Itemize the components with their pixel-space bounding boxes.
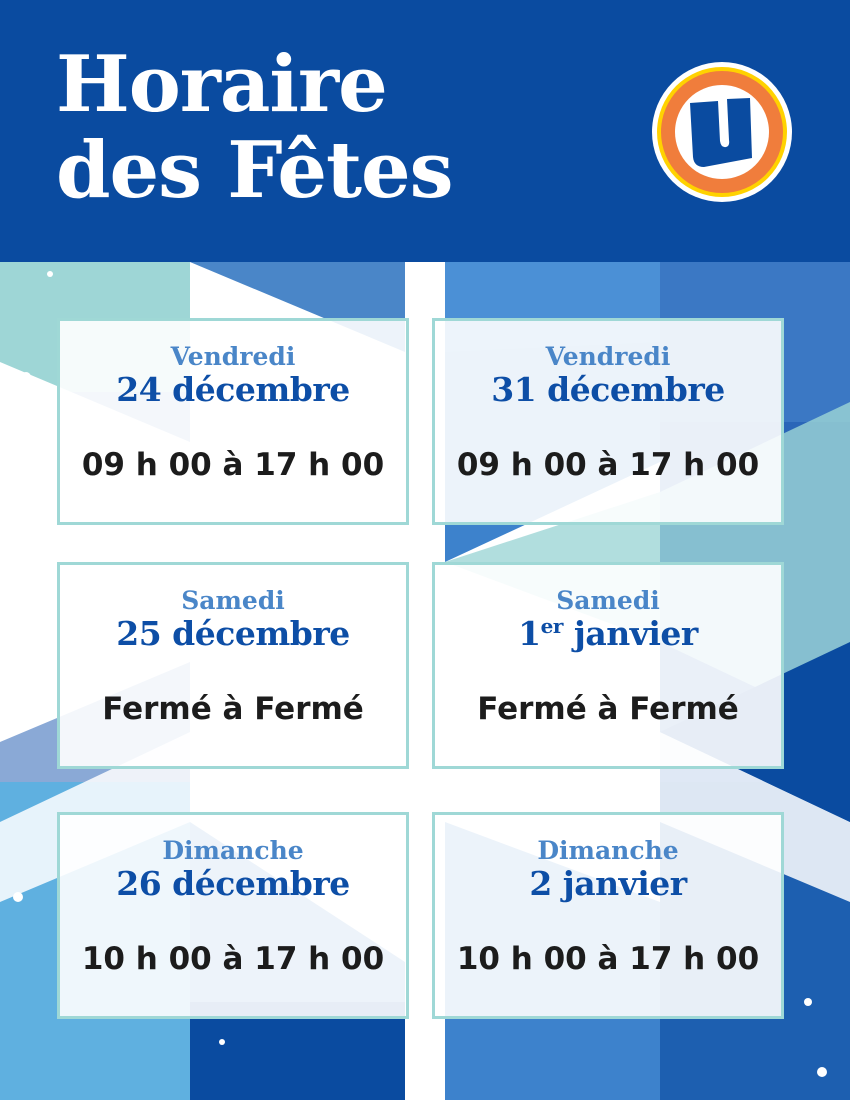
hours-label: Fermé à Fermé [102,691,364,727]
date-month: janvier [562,614,698,653]
day-label: Vendredi [170,342,296,371]
title-line-2: des Fêtes [56,125,454,216]
schedule-card-dec-31: Vendredi 31 décembre 09 h 00 à 17 h 00 [432,318,784,525]
date-label: 31 décembre [491,370,725,409]
hours-label: 10 h 00 à 17 h 00 [456,941,760,977]
date-label: 25 décembre [116,614,350,653]
store-logo [652,62,792,202]
schedule-card-jan-1: Samedi 1er janvier Fermé à Fermé [432,562,784,769]
day-label: Dimanche [537,836,679,865]
day-label: Vendredi [545,342,671,371]
page-title: Horaire des Fêtes [56,39,454,216]
schedule-card-jan-2: Dimanche 2 janvier 10 h 00 à 17 h 00 [432,812,784,1019]
hours-label: 10 h 00 à 17 h 00 [81,941,385,977]
hours-label: Fermé à Fermé [477,691,739,727]
schedule-card-dec-24: Vendredi 24 décembre 09 h 00 à 17 h 00 [57,318,409,525]
date-label: 24 décembre [116,370,350,409]
hours-label: 09 h 00 à 17 h 00 [81,447,385,483]
date-label: 1er janvier [435,615,781,653]
title-line-1: Horaire [56,39,388,130]
day-label: Samedi [181,586,285,615]
date-label: 2 janvier [529,864,687,903]
header: Horaire des Fêtes [0,0,850,262]
date-label: 26 décembre [116,864,350,903]
schedule-card-dec-26: Dimanche 26 décembre 10 h 00 à 17 h 00 [57,812,409,1019]
hours-label: 09 h 00 à 17 h 00 [456,447,760,483]
day-label: Samedi [556,586,660,615]
date-number: 1 [518,614,541,653]
date-ordinal: er [540,614,564,638]
schedule-card-dec-25: Samedi 25 décembre Fermé à Fermé [57,562,409,769]
day-label: Dimanche [162,836,304,865]
